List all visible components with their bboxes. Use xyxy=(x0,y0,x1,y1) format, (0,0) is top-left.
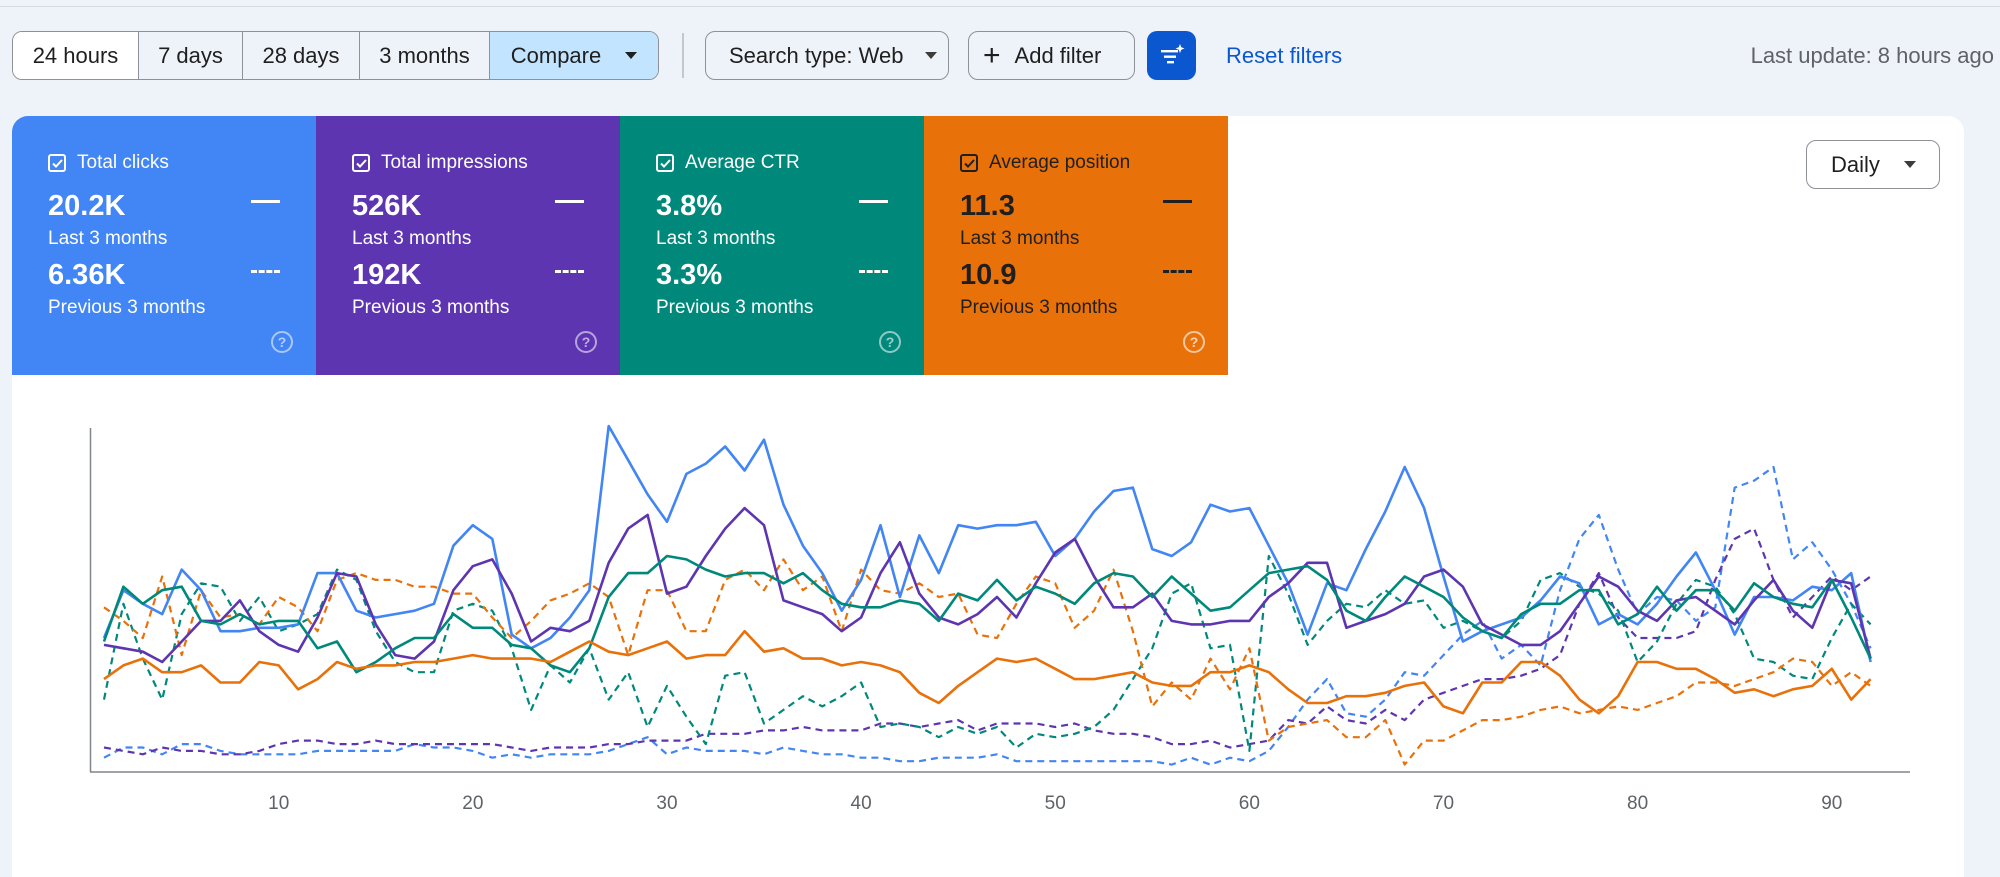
checkbox-checked-icon[interactable] xyxy=(656,154,674,172)
range-24-hours-button[interactable]: 24 hours xyxy=(13,32,139,79)
x-tick-label: 20 xyxy=(462,793,483,814)
x-tick-label: 90 xyxy=(1821,793,1842,814)
metric-header: Average CTR xyxy=(656,152,800,174)
metric-header: Average position xyxy=(960,152,1130,174)
metric-compare-value: 192K xyxy=(352,259,422,291)
chevron-down-icon xyxy=(1903,161,1916,168)
metric-average-ctr[interactable]: Average CTR 3.8% Last 3 months 3.3% Prev… xyxy=(620,116,924,375)
dashed-line-legend-icon xyxy=(251,270,280,273)
compare-button[interactable]: Compare xyxy=(490,32,658,79)
metric-compare-value: 3.3% xyxy=(656,259,723,291)
x-tick-label: 60 xyxy=(1239,793,1260,814)
granularity-label: Daily xyxy=(1831,151,1880,177)
checkbox-checked-icon[interactable] xyxy=(960,154,978,172)
metric-value: 11.3 xyxy=(960,190,1015,222)
solid-line-legend-icon xyxy=(555,200,584,203)
metric-label: Average CTR xyxy=(685,152,800,173)
top-divider xyxy=(0,6,2000,7)
plus-icon: + xyxy=(983,38,1001,72)
range-7-days-button[interactable]: 7 days xyxy=(139,32,243,79)
metric-period: Last 3 months xyxy=(656,228,776,249)
metric-compare-value: 10.9 xyxy=(960,259,1017,291)
toolbar: 24 hours 7 days 28 days 3 months Compare… xyxy=(12,31,2000,80)
range-28-days-button[interactable]: 28 days xyxy=(243,32,360,79)
metric-value: 20.2K xyxy=(48,190,126,222)
help-icon[interactable]: ? xyxy=(271,331,293,353)
range-3-months-button[interactable]: 3 months xyxy=(360,32,490,79)
x-tick-label: 30 xyxy=(656,793,677,814)
series-line-average-ctr-current xyxy=(102,554,1872,674)
x-tick-label: 10 xyxy=(268,793,289,814)
chevron-down-icon xyxy=(625,52,638,59)
add-filter-label: Add filter xyxy=(1014,42,1102,68)
last-update-text: Last update: 8 hours ago xyxy=(1750,43,1994,68)
series-line-total-impressions-previous xyxy=(103,527,1872,756)
help-icon[interactable]: ? xyxy=(879,331,901,353)
metric-value: 526K xyxy=(352,190,422,222)
metric-period: Last 3 months xyxy=(960,228,1080,249)
x-tick-label: 40 xyxy=(851,793,872,814)
dashed-line-legend-icon xyxy=(555,270,584,273)
dashed-line-legend-icon xyxy=(1163,270,1192,273)
metric-total-impressions[interactable]: Total impressions 526K Last 3 months 192… xyxy=(316,116,620,375)
metric-total-clicks[interactable]: Total clicks 20.2K Last 3 months 6.36K P… xyxy=(12,116,316,375)
series-line-average-position-previous xyxy=(103,558,1872,766)
metric-compare-period: Previous 3 months xyxy=(960,297,1118,318)
series-line-total-clicks-current xyxy=(102,424,1872,663)
metric-period: Last 3 months xyxy=(352,228,472,249)
filter-sparkle-icon xyxy=(1160,43,1184,63)
x-tick-label: 70 xyxy=(1433,793,1454,814)
toolbar-divider xyxy=(682,33,684,78)
performance-chart[interactable]: 10 20 30 40 50 60 70 80 90 xyxy=(12,116,1964,877)
chevron-down-icon xyxy=(925,52,938,59)
x-tick-label: 80 xyxy=(1627,793,1648,814)
reset-filters-link[interactable]: Reset filters xyxy=(1226,43,1343,68)
help-icon[interactable]: ? xyxy=(575,331,597,353)
date-range-selector: 24 hours 7 days 28 days 3 months Compare xyxy=(12,31,659,80)
solid-line-legend-icon xyxy=(251,200,280,203)
metric-header: Total clicks xyxy=(48,152,169,174)
search-type-label: Search type: Web xyxy=(729,42,904,68)
series-line-total-impressions-current xyxy=(103,506,1872,664)
checkbox-checked-icon[interactable] xyxy=(352,154,370,172)
checkbox-checked-icon[interactable] xyxy=(48,154,66,172)
dashed-line-legend-icon xyxy=(859,270,888,273)
smart-filter-button[interactable] xyxy=(1147,31,1196,80)
metric-value: 3.8% xyxy=(656,190,723,222)
performance-card: Total clicks 20.2K Last 3 months 6.36K P… xyxy=(12,116,1964,877)
search-type-dropdown[interactable]: Search type: Web xyxy=(705,31,949,80)
metric-compare-period: Previous 3 months xyxy=(48,297,206,318)
metric-period: Last 3 months xyxy=(48,228,168,249)
metric-label: Total impressions xyxy=(381,152,528,173)
metric-label: Total clicks xyxy=(77,152,169,173)
x-tick-label: 50 xyxy=(1045,793,1066,814)
metric-compare-value: 6.36K xyxy=(48,259,126,291)
metric-average-position[interactable]: Average position 11.3 Last 3 months 10.9… xyxy=(924,116,1228,375)
metric-label: Average position xyxy=(989,152,1131,173)
series-line-average-ctr-previous xyxy=(102,554,1872,753)
solid-line-legend-icon xyxy=(859,200,888,203)
metric-compare-period: Previous 3 months xyxy=(352,297,510,318)
series-line-average-position-current xyxy=(103,629,1872,715)
help-icon[interactable]: ? xyxy=(1183,331,1205,353)
metric-header: Total impressions xyxy=(352,152,528,174)
granularity-dropdown[interactable]: Daily xyxy=(1806,140,1940,189)
metric-compare-period: Previous 3 months xyxy=(656,297,814,318)
add-filter-button[interactable]: + Add filter xyxy=(968,31,1135,80)
compare-label: Compare xyxy=(510,42,602,68)
series-line-total-clicks-previous xyxy=(103,465,1872,766)
solid-line-legend-icon xyxy=(1163,200,1192,203)
